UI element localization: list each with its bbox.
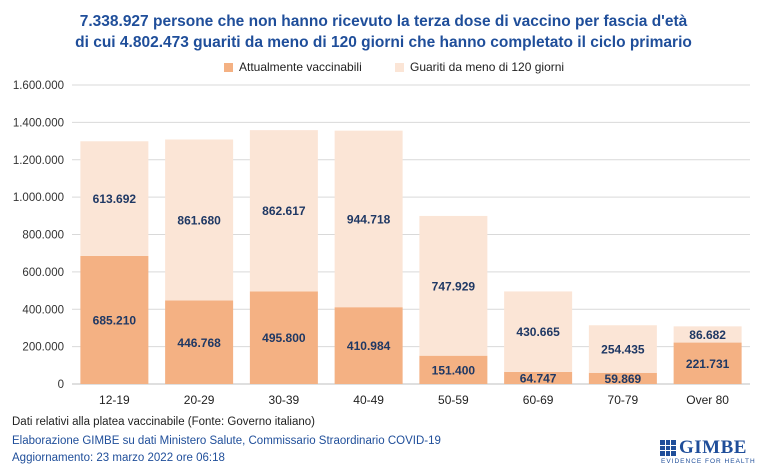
bar-vaccinabili	[249, 291, 318, 384]
legend-label-guariti: Guariti da meno di 120 giorni	[410, 60, 565, 74]
chart-title-line-1: 7.338.927 persone che non hanno ricevuto…	[79, 13, 688, 30]
source-note: Dati relativi alla platea vaccinabile (F…	[12, 416, 315, 428]
data-label-vaccinabili: 64.747	[520, 371, 557, 385]
y-tick-label: 800.000	[22, 230, 64, 242]
y-tick-label: 1.600.000	[13, 80, 64, 92]
x-tick-label: 30-39	[269, 393, 300, 407]
logo-grid-icon	[660, 440, 676, 456]
bar-guariti	[588, 325, 657, 373]
bar-guariti	[80, 141, 149, 256]
gimbe-logo: GIMBE EVIDENCE FOR HEALTH	[660, 437, 760, 467]
y-tick-label: 200.000	[22, 342, 64, 354]
bar-vaccinabili	[165, 300, 234, 384]
data-label-guariti: 430.665	[516, 325, 560, 339]
logo-name: GIMBE	[679, 437, 747, 458]
bar-vaccinabili	[419, 355, 488, 384]
data-label-vaccinabili: 59.869	[605, 372, 642, 386]
bar-guariti	[504, 291, 573, 372]
legend-swatch-vaccinabili	[224, 62, 233, 72]
data-label-vaccinabili: 151.400	[432, 363, 476, 377]
legend: Attualmente vaccinabili Guariti da meno …	[0, 60, 767, 78]
data-label-vaccinabili: 685.210	[93, 313, 137, 327]
data-label-vaccinabili: 410.984	[347, 339, 391, 353]
bar-guariti	[334, 130, 403, 308]
y-tick-label: 1.000.000	[13, 192, 64, 204]
x-tick-label: 12-19	[99, 393, 130, 407]
bar-guariti	[673, 326, 742, 343]
x-tick-label: 60-69	[523, 393, 554, 407]
x-tick-label: 20-29	[184, 393, 215, 407]
bar-vaccinabili	[673, 342, 742, 384]
y-tick-label: 1.400.000	[13, 117, 64, 129]
data-label-vaccinabili: 446.768	[177, 336, 221, 350]
x-tick-label: Over 80	[686, 393, 729, 407]
data-label-guariti: 861.680	[177, 213, 221, 227]
data-label-guariti: 613.692	[93, 192, 137, 206]
y-tick-label: 600.000	[22, 267, 64, 279]
legend-label-vaccinabili: Attualmente vaccinabili	[239, 60, 362, 74]
bar-vaccinabili	[80, 255, 149, 384]
data-label-guariti: 862.617	[262, 204, 306, 218]
x-tick-label: 40-49	[353, 393, 384, 407]
data-label-guariti: 944.718	[347, 212, 391, 226]
y-tick-label: 400.000	[22, 304, 64, 316]
bar-guariti	[419, 215, 488, 356]
bar-guariti	[165, 139, 234, 301]
bar-guariti	[249, 130, 318, 292]
legend-item-guariti: Guariti da meno di 120 giorni	[395, 60, 564, 74]
chart-title-line-2: di cui 4.802.473 guariti da meno di 120 …	[75, 34, 692, 51]
update-note: Aggiornamento: 23 marzo 2022 ore 06:18	[12, 452, 225, 464]
data-label-vaccinabili: 221.731	[686, 357, 730, 371]
legend-item-vaccinabili: Attualmente vaccinabili	[224, 60, 362, 74]
bar-vaccinabili	[588, 372, 657, 384]
y-tick-label: 0	[58, 379, 64, 391]
stacked-bar-chart: 0 200.000 400.000 600.000 800.000 1.000.000 1.…	[13, 80, 750, 407]
bar-vaccinabili	[504, 371, 573, 384]
x-tick-label: 50-59	[438, 393, 469, 407]
legend-swatch-guariti	[395, 62, 404, 72]
data-label-vaccinabili: 495.800	[262, 331, 306, 345]
data-label-guariti: 254.435	[601, 343, 645, 357]
x-tick-label: 70-79	[608, 393, 639, 407]
logo-tagline: EVIDENCE FOR HEALTH	[661, 458, 756, 465]
y-tick-label: 1.200.000	[13, 155, 64, 167]
data-label-guariti: 747.929	[432, 279, 476, 293]
bar-vaccinabili	[334, 307, 403, 384]
elaboration-note: Elaborazione GIMBE su dati Ministero Sal…	[12, 435, 441, 447]
data-label-guariti: 86.682	[689, 328, 726, 342]
